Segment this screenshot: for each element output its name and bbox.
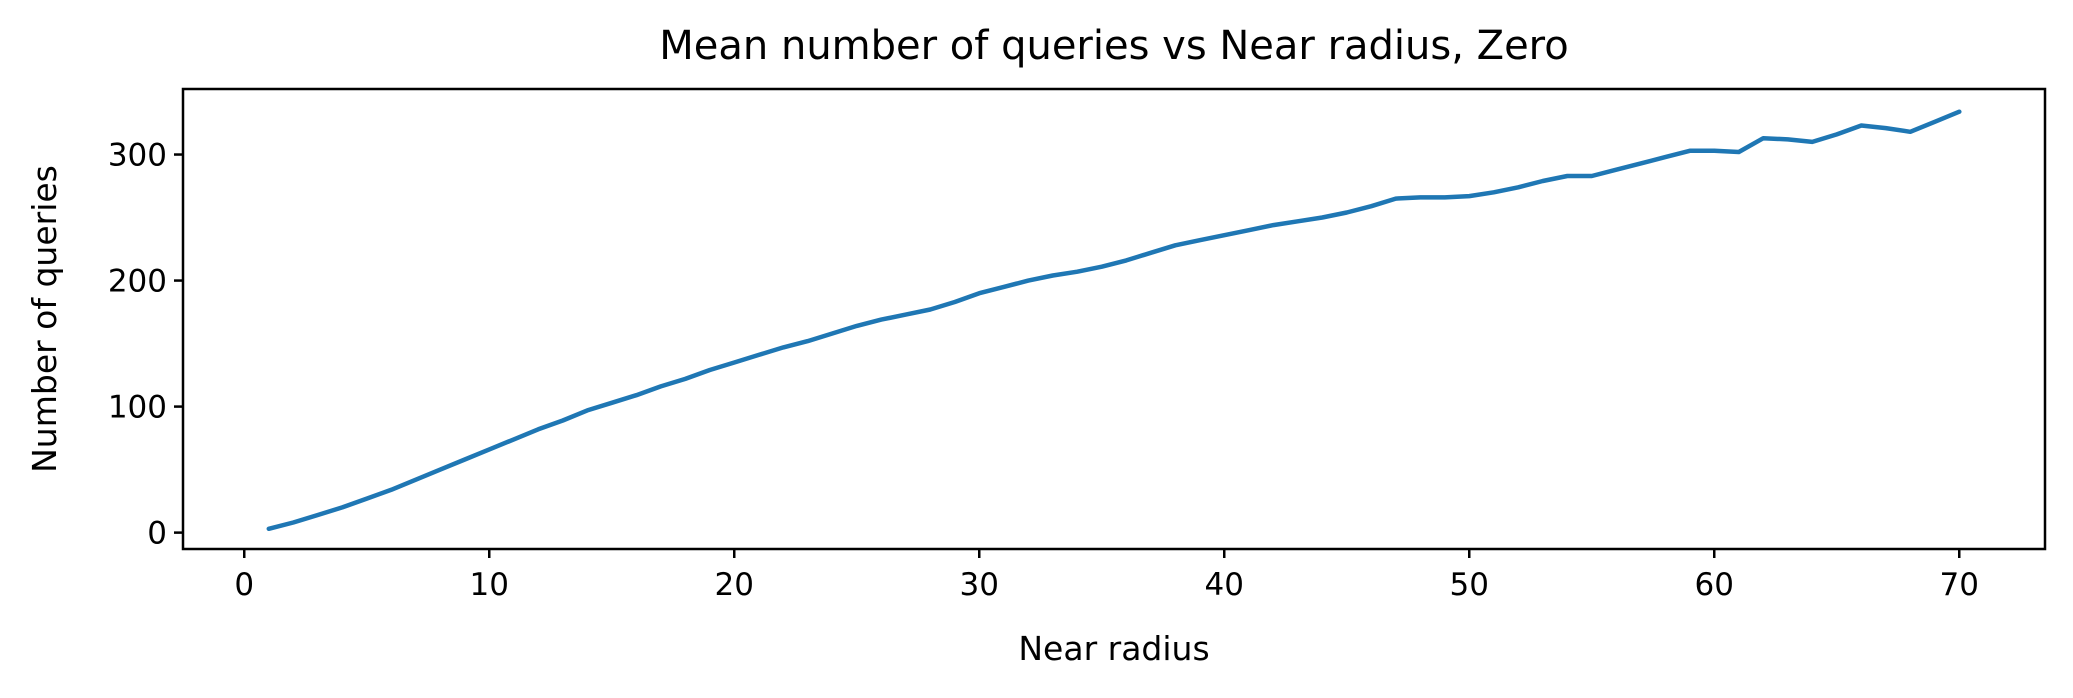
x-tick-label: 0: [234, 567, 254, 603]
y-axis: 0 100 200 300: [108, 138, 183, 552]
y-tick-label: 200: [108, 264, 167, 300]
x-axis-label: Near radius: [1018, 629, 1209, 668]
plot-series: [266, 109, 1962, 532]
series-line: [266, 109, 1962, 532]
x-axis: 0 10 20 30 40 50 60 70: [234, 549, 1979, 603]
x-tick-label: 40: [1205, 567, 1244, 603]
x-tick-label: 60: [1695, 567, 1734, 603]
y-axis-label: Number of queries: [25, 165, 64, 473]
y-tick-label: 100: [108, 390, 167, 426]
plot-frame: [181, 87, 2047, 551]
x-tick-label: 20: [715, 567, 754, 603]
x-tick-label: 10: [470, 567, 509, 603]
y-tick-label: 0: [147, 516, 167, 552]
x-tick-label: 70: [1940, 567, 1979, 603]
chart-title: Mean number of queries vs Near radius, Z…: [659, 23, 1568, 69]
x-tick-label: 50: [1450, 567, 1489, 603]
y-tick-label: 300: [108, 138, 167, 174]
x-tick-label: 30: [960, 567, 999, 603]
